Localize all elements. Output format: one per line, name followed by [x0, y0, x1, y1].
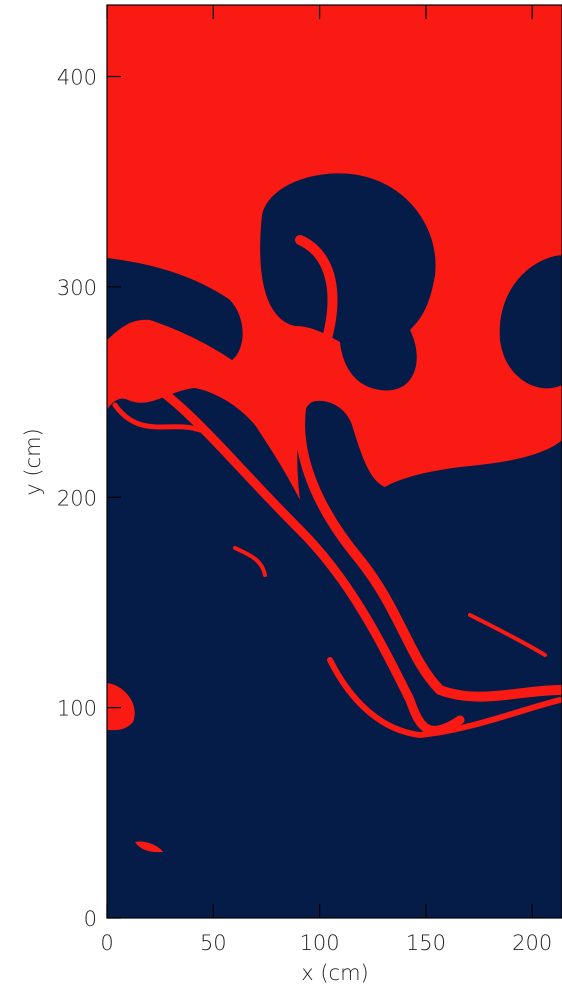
y-tick-label: 100 [57, 697, 97, 721]
x-tick-label: 150 [406, 931, 446, 955]
x-tick-label: 50 [200, 931, 227, 955]
y-tick-label: 300 [57, 276, 97, 300]
y-tick-label: 200 [57, 486, 97, 510]
x-tick-label: 0 [100, 931, 113, 955]
x-tick-label: 200 [512, 931, 552, 955]
chart: x (cm) y (cm) 0 50 100 150 200 0 100 200 300 400 [0, 0, 562, 990]
y-axis-label: y (cm) [21, 428, 45, 496]
field-image [107, 5, 562, 918]
x-axis-label: x (cm) [301, 961, 369, 985]
y-tick-label: 0 [84, 907, 97, 931]
y-tick-label: 400 [57, 66, 97, 90]
x-tick-label: 100 [300, 931, 340, 955]
